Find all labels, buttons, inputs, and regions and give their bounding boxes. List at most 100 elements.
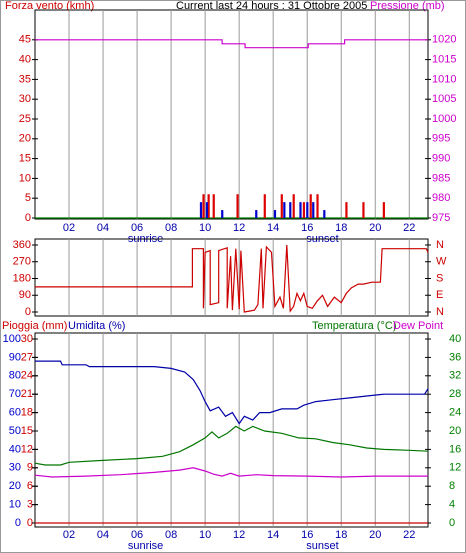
y-tick-label: 20	[9, 480, 21, 492]
bar	[362, 202, 365, 218]
y-tick-label: 24	[449, 407, 461, 419]
y-tick-label: 980	[432, 192, 450, 204]
y-tick-label: 0	[27, 517, 33, 529]
y-tick-label: 45	[19, 34, 31, 46]
bar	[221, 210, 224, 218]
chart-title: Current last 24 hours : 31 Ottobre 2005	[176, 0, 367, 12]
bar	[292, 194, 295, 218]
bar	[273, 210, 277, 218]
y-tick-label: 20	[449, 425, 461, 437]
bar	[345, 202, 348, 218]
y-tick-label: 1020	[432, 34, 456, 46]
bar	[312, 202, 315, 218]
legend-entry: Umidita (%)	[68, 320, 125, 332]
y-tick-label: 30	[9, 462, 21, 474]
x-tick-label: 16	[301, 529, 313, 541]
x-tick-label: 04	[97, 529, 109, 541]
series-line	[35, 39, 428, 49]
y-tick-label: 27	[21, 351, 33, 363]
y-tick-label: 1005	[432, 93, 456, 105]
y-tick-label: 360	[13, 239, 31, 251]
bar	[212, 194, 215, 218]
bar	[205, 202, 209, 218]
y-tick-label: 1015	[432, 54, 456, 66]
y-tick-label: N	[436, 239, 444, 251]
sun-annotation: sunset	[306, 540, 338, 552]
y-tick-label: 15	[21, 425, 33, 437]
legend-entry: Dew Point	[393, 320, 443, 332]
y-tick-label: 12	[21, 443, 33, 455]
x-tick-label: 06	[131, 529, 143, 541]
y-tick-label: 50	[9, 425, 21, 437]
x-tick-label: 08	[165, 529, 177, 541]
wind-axis-title: Forza vento (kmh)	[5, 0, 94, 12]
bar	[202, 194, 205, 218]
y-tick-label: 24	[21, 370, 33, 382]
bar	[309, 194, 312, 218]
bar	[299, 202, 302, 218]
y-tick-label: 995	[432, 133, 450, 145]
bar	[306, 202, 309, 218]
y-tick-label: N	[436, 306, 444, 318]
x-tick-label: 12	[233, 529, 245, 541]
y-tick-label: 0	[15, 517, 21, 529]
y-tick-label: 28	[449, 388, 461, 400]
plot-frame	[34, 9, 429, 220]
x-tick-label: 22	[403, 529, 415, 541]
y-tick-label: S	[436, 272, 443, 284]
bar	[316, 194, 319, 218]
x-tick-label: 02	[63, 222, 75, 234]
y-tick-label: E	[436, 289, 443, 301]
x-tick-label: 10	[199, 222, 211, 234]
x-tick-label: 08	[165, 222, 177, 234]
y-tick-label: 36	[449, 351, 461, 363]
bar	[263, 194, 266, 218]
x-tick-label: 10	[199, 529, 211, 541]
x-tick-label: 18	[335, 222, 347, 234]
y-tick-label: 985	[432, 172, 450, 184]
pressure-axis-title: Pressione (mb)	[370, 0, 445, 12]
bar	[207, 194, 210, 218]
y-tick-label: 270	[13, 256, 31, 268]
y-tick-label: 180	[13, 272, 31, 284]
x-tick-label: 12	[233, 222, 245, 234]
y-tick-label: 18	[21, 407, 33, 419]
y-tick-label: 35	[19, 73, 31, 85]
legend-entry: Pioggia (mm)	[2, 320, 67, 332]
y-tick-label: W	[436, 256, 447, 268]
series-line	[34, 425, 429, 466]
y-tick-label: 990	[432, 153, 450, 165]
y-tick-label: 6	[27, 480, 33, 492]
x-tick-label: 04	[97, 222, 109, 234]
y-tick-label: 0	[25, 212, 31, 224]
y-tick-label: 32	[449, 370, 461, 382]
series-line	[35, 360, 429, 425]
bar	[302, 202, 306, 218]
plot-frame	[34, 238, 429, 317]
y-tick-label: 0	[449, 517, 455, 529]
bar	[236, 194, 239, 218]
y-tick-label: 21	[21, 388, 33, 400]
y-tick-label: 3	[27, 499, 33, 511]
bar	[255, 210, 258, 218]
bar	[283, 202, 286, 218]
series-line	[34, 467, 428, 478]
legend-entry: Temperatura (°C)	[312, 320, 396, 332]
y-tick-label: 70	[9, 388, 21, 400]
x-tick-label: 02	[63, 529, 75, 541]
y-tick-label: 100	[3, 333, 21, 345]
y-tick-label: 10	[19, 172, 31, 184]
series-line	[35, 244, 429, 313]
x-tick-label: 18	[335, 529, 347, 541]
y-tick-label: 975	[432, 212, 450, 224]
bar	[289, 202, 292, 218]
y-tick-label: 15	[19, 153, 31, 165]
y-tick-label: 80	[9, 370, 21, 382]
y-tick-label: 9	[27, 462, 33, 474]
plot-frame	[34, 332, 429, 528]
x-tick-label: 20	[369, 222, 381, 234]
y-tick-label: 5	[25, 192, 31, 204]
y-tick-label: 25	[19, 113, 31, 125]
y-tick-label: 40	[449, 333, 461, 345]
